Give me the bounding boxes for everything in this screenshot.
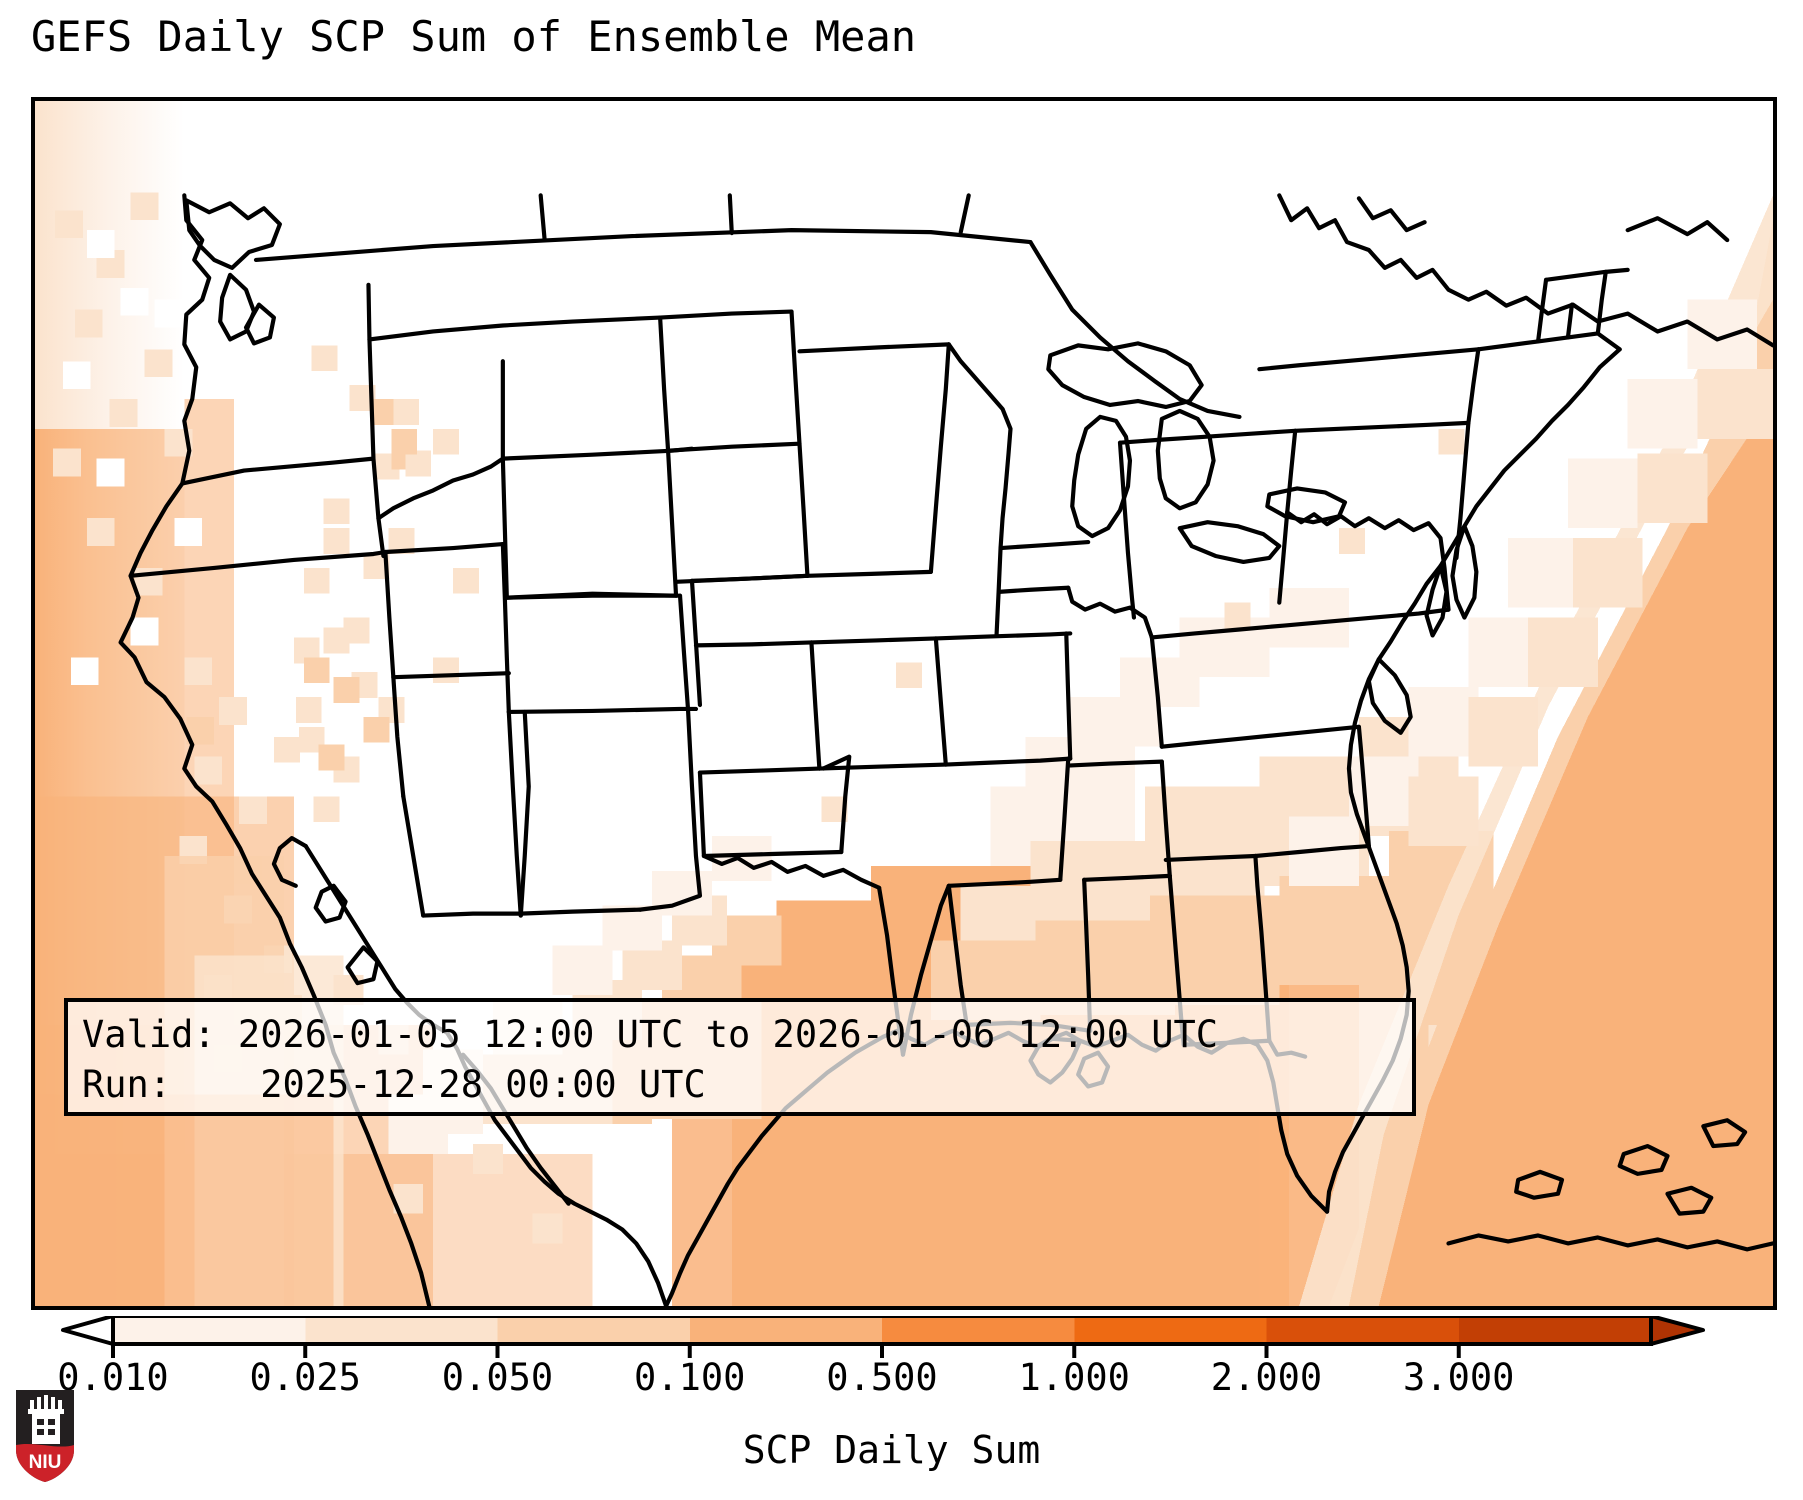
map-canvas bbox=[35, 101, 1773, 1306]
niu-banner bbox=[16, 1443, 74, 1482]
colorbar-tick-label: 0.100 bbox=[634, 1356, 746, 1399]
valid-time-text: Valid: 2026-01-05 12:00 UTC to 2026-01-0… bbox=[82, 1013, 1219, 1056]
run-time-text: Run: 2025-12-28 00:00 UTC bbox=[82, 1063, 706, 1106]
colorbar[interactable]: 0.010 0.025 0.050 0.100 0.500 1.000 2.000 3.000 bbox=[31, 1316, 1777, 1399]
colorbar-band bbox=[497, 1316, 691, 1344]
colorbar-tick-label: 0.010 bbox=[57, 1356, 169, 1399]
colorbar-band bbox=[113, 1316, 306, 1344]
colorbar-band bbox=[1458, 1316, 1652, 1344]
niu-logo: NIU bbox=[16, 1390, 74, 1482]
colorbar-band bbox=[305, 1316, 499, 1344]
colorbar-band bbox=[1266, 1316, 1460, 1344]
niu-tower-icon bbox=[28, 1395, 64, 1444]
colorbar-swatches bbox=[61, 1316, 1705, 1358]
colorbar-tick-label: 1.000 bbox=[1018, 1356, 1130, 1399]
colorbar-band bbox=[1074, 1316, 1268, 1344]
map-outlines bbox=[118, 193, 1773, 1306]
colorbar-band bbox=[882, 1316, 1075, 1344]
colorbar-tick-label: 3.000 bbox=[1403, 1356, 1515, 1399]
colorbar-tick-label: 2.000 bbox=[1210, 1356, 1323, 1399]
colorbar-tick-label: 0.500 bbox=[826, 1356, 938, 1399]
map-panel: Valid: 2026-01-05 12:00 UTC to 2026-01-0… bbox=[31, 97, 1777, 1310]
annotation-box: Valid: 2026-01-05 12:00 UTC to 2026-01-0… bbox=[64, 998, 1416, 1116]
colorbar-band bbox=[689, 1316, 883, 1344]
colorbar-tick-label: 0.050 bbox=[441, 1356, 554, 1399]
colorbar-tick-labels: 0.010 0.025 0.050 0.100 0.500 1.000 2.000 3.000 bbox=[31, 1356, 1777, 1416]
page-title: GEFS Daily SCP Sum of Ensemble Mean bbox=[31, 12, 917, 61]
scp-shaded-field bbox=[35, 101, 1773, 1306]
colorbar-tick-label: 0.025 bbox=[249, 1356, 361, 1399]
niu-wordmark: NIU bbox=[29, 1452, 62, 1473]
colorbar-axis-label: SCP Daily Sum bbox=[0, 1428, 1803, 1472]
colorbar-axis-label-text: SCP Daily Sum bbox=[742, 1428, 1041, 1472]
